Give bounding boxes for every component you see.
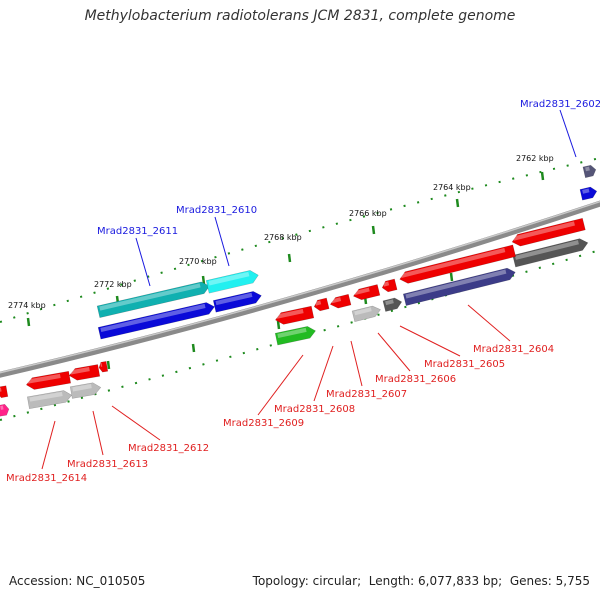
scale-tick [26,317,31,327]
gene-leader-line [41,420,56,470]
genes-count: 5,755 [555,574,590,588]
gene-label: Mrad2831_2609 [223,418,304,429]
gene-block [0,404,10,417]
scale-labels: 2762 kbp 2764 kbp 2766 kbp 2768 kbp 2770 kbp… [8,154,554,310]
gene-block [382,297,403,312]
gene-blocks [0,164,598,417]
outer-scale-track [0,157,600,323]
gene-label: Mrad2831_2614 [6,473,87,484]
accession-info: Accession: NC_010505 [9,574,145,588]
gene-block [352,284,381,301]
gene-labels: Mrad2831_2602 Mrad2831_2604 Mrad2831_2605 M… [6,99,600,484]
length-label: Length: [368,574,415,588]
genes-label: Genes: [509,574,552,588]
gene-block [313,297,330,312]
gene-block [511,217,586,247]
gene-block [512,238,589,268]
genome-backbone [0,200,600,378]
gene-block [275,305,315,325]
gene-block [98,361,109,373]
gene-leader-line [257,354,304,416]
gene-block [27,390,73,410]
gene-block [582,164,597,179]
gene-label: Mrad2831_2606 [375,374,456,385]
length-value: 6,077,833 bp [418,574,499,588]
gene-block [274,326,316,346]
gene-label: Mrad2831_2602 [520,99,600,110]
gene-leader-line [350,340,363,387]
scale-label: 2764 kbp [433,183,471,192]
gene-leader-line [313,345,334,402]
gene-leader-line [377,332,411,372]
gene-block [97,302,215,340]
scale-label: 2768 kbp [264,233,302,242]
gene-block [0,385,9,398]
topology-value: circular [312,574,358,588]
scale-label: 2770 kbp [179,257,217,266]
gene-label: Mrad2831_2604 [473,344,554,355]
gene-block [205,270,259,294]
gene-leader-line [135,237,151,287]
gene-leader-line [399,325,461,357]
scale-tick [371,225,376,235]
gene-leader-line [92,410,104,456]
gene-block [381,278,398,293]
genome-summary: Topology: circular; Length: 6,077,833 bp… [252,574,590,588]
page-title: Methylobacterium radiotolerans JCM 2831,… [84,8,516,24]
scale-label: 2774 kbp [8,301,46,310]
gene-block [351,305,381,323]
gene-block [68,364,101,381]
scale-tick [287,253,292,263]
gene-block [69,382,102,399]
gene-label: Mrad2831_2611 [97,226,178,237]
accession-label: Accession: [9,574,73,588]
gene-leader-line [559,109,577,158]
gene-leader-line [111,405,161,441]
gene-block [212,291,262,313]
topology-label: Topology: [252,574,309,588]
scale-tick [449,272,454,282]
scale-tick [455,198,460,208]
gene-block [399,244,517,284]
gene-block [579,186,598,201]
gene-label: Mrad2831_2613 [67,459,148,470]
gene-label: Mrad2831_2610 [176,205,257,216]
gene-block [96,281,210,318]
gene-leader-line [467,304,511,342]
scale-tick [106,360,111,370]
scale-tick [276,320,281,330]
gene-label: Mrad2831_2607 [326,389,407,400]
gene-label: Mrad2831_2605 [424,359,505,370]
gene-label: Mrad2831_2608 [274,404,355,415]
gene-block [25,370,71,390]
scale-label: 2772 kbp [94,280,132,289]
gene-block [329,293,352,309]
gene-leader-line [214,216,230,267]
scale-tick [191,343,196,353]
scale-label: 2762 kbp [516,154,554,163]
gene-block [402,267,516,306]
scale-label: 2766 kbp [349,209,387,218]
scale-tick [201,275,206,285]
scale-tick [540,171,545,181]
gene-label: Mrad2831_2612 [128,443,209,454]
accession-value: NC_010505 [76,574,146,588]
